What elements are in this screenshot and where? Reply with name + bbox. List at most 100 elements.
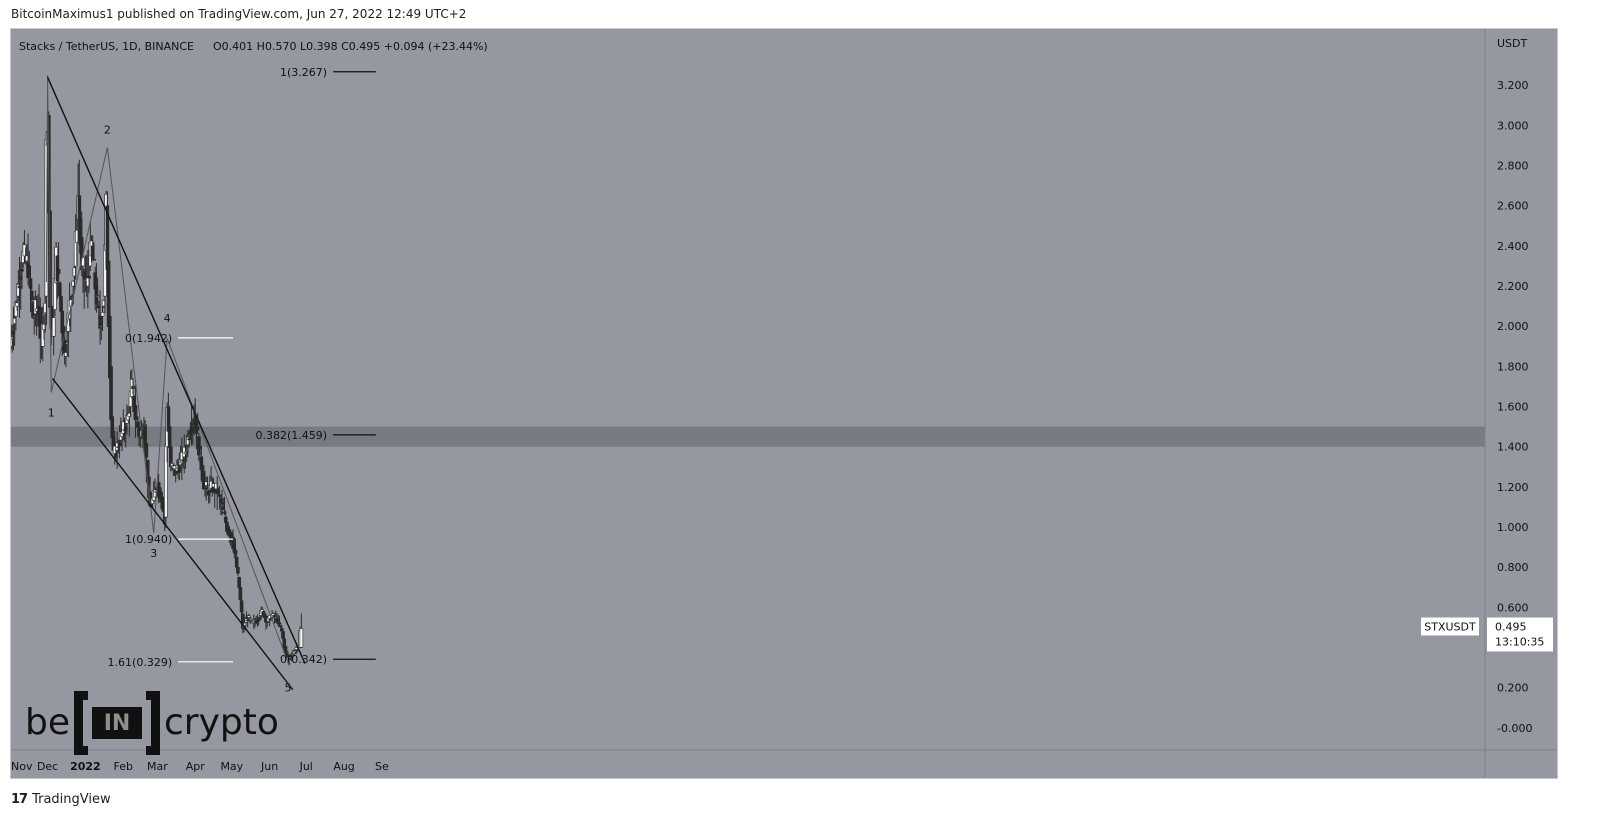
candle-body bbox=[187, 438, 191, 441]
watermark-crypto: crypto bbox=[164, 702, 279, 743]
price-tick-label: 0.200 bbox=[1497, 682, 1529, 695]
candle-body bbox=[238, 587, 243, 600]
price-tick-label: 0.600 bbox=[1497, 601, 1529, 614]
ohlc-value: 0.495 bbox=[349, 40, 384, 53]
ohlc-value: 0.398 bbox=[306, 40, 341, 53]
candle-body bbox=[283, 645, 288, 653]
time-tick-label: Apr bbox=[186, 760, 206, 773]
wave-label: 3 bbox=[150, 547, 157, 560]
price-tick-label: 3.000 bbox=[1497, 119, 1529, 132]
price-tick-label: 2.200 bbox=[1497, 280, 1529, 293]
time-tick-label: Nov bbox=[11, 760, 33, 773]
ohlc-value: 0.570 bbox=[265, 40, 300, 53]
fib-level-label: 1(3.267) bbox=[280, 66, 327, 79]
candle-body bbox=[15, 302, 19, 307]
time-tick-label: Se bbox=[375, 760, 389, 773]
candle-body bbox=[92, 258, 96, 261]
fib-level-label: 0(0.342) bbox=[280, 653, 327, 666]
price-tick-label: 1.600 bbox=[1497, 401, 1529, 414]
ohlc-key: O bbox=[213, 40, 222, 53]
tradingview-footer[interactable]: 17 TradingView bbox=[11, 792, 111, 807]
last-price-box bbox=[1487, 617, 1553, 652]
time-tick-label: Dec bbox=[37, 760, 58, 773]
time-tick-label: Mar bbox=[147, 760, 168, 773]
candle-body bbox=[239, 600, 244, 613]
ohlc-change: +0.094 (+23.44%) bbox=[384, 40, 488, 53]
price-tick-label: 2.800 bbox=[1497, 160, 1529, 173]
tradingview-logo-icon: 17 bbox=[11, 792, 28, 807]
price-tick-label: 0.800 bbox=[1497, 561, 1529, 574]
time-tick-label: Jun bbox=[260, 760, 278, 773]
time-tick-label: Jul bbox=[299, 760, 313, 773]
price-tick-label: 1.000 bbox=[1497, 521, 1529, 534]
resistance-zone bbox=[11, 426, 1485, 447]
wave-label: 4 bbox=[164, 312, 171, 325]
price-tick-label: -0.000 bbox=[1497, 722, 1532, 735]
price-tick-label: 2.000 bbox=[1497, 320, 1529, 333]
candle-body bbox=[51, 317, 56, 337]
candle-body bbox=[236, 566, 240, 574]
symbol-tag: STXUSDT bbox=[1424, 620, 1476, 633]
candle-body bbox=[243, 622, 248, 626]
candle-body bbox=[197, 436, 201, 456]
price-tick-label: 2.600 bbox=[1497, 200, 1529, 213]
wedge-resistance-line bbox=[46, 76, 306, 664]
candle-body bbox=[87, 275, 91, 279]
candle-body bbox=[195, 426, 200, 431]
price-tick-label: 1.800 bbox=[1497, 360, 1529, 373]
ohlc-legend: O0.401 H0.570 L0.398 C0.495 +0.094 (+23.… bbox=[213, 40, 488, 53]
fib-level-label: 1.61(0.329) bbox=[108, 656, 173, 669]
last-price: 0.495 bbox=[1495, 620, 1527, 633]
watermark-bracket-logo: IN bbox=[74, 691, 160, 755]
symbol-legend: Stacks / TetherUS, 1D, BINANCE bbox=[19, 40, 194, 53]
ohlc-key: C bbox=[341, 40, 349, 53]
last-candle-body bbox=[299, 628, 304, 648]
price-tick-label: 2.400 bbox=[1497, 240, 1529, 253]
time-axis-background bbox=[11, 750, 1557, 778]
elliott-wave-path bbox=[45, 75, 290, 666]
fib-level-label: 0(1.942) bbox=[125, 332, 172, 345]
time-tick-label: Feb bbox=[113, 760, 132, 773]
candle-body bbox=[281, 631, 285, 639]
wave-label: 2 bbox=[104, 123, 111, 136]
candle-body bbox=[28, 278, 33, 289]
candle-body bbox=[245, 619, 250, 622]
wave-label: 5 bbox=[284, 682, 291, 695]
price-tick-label: 3.200 bbox=[1497, 79, 1529, 92]
candle-body bbox=[20, 269, 24, 272]
fib-level-label: 1(0.940) bbox=[125, 533, 172, 546]
time-tick-label: Aug bbox=[333, 760, 354, 773]
candle-body bbox=[144, 443, 149, 458]
candle-body bbox=[95, 295, 100, 297]
publish-attribution: BitcoinMaximus1 published on TradingView… bbox=[11, 7, 467, 21]
tradingview-footer-text: TradingView bbox=[32, 792, 111, 807]
ohlc-key: H bbox=[257, 40, 265, 53]
price-axis-unit: USDT bbox=[1497, 37, 1528, 50]
time-tick-label: May bbox=[220, 760, 243, 773]
ohlc-value: 0.401 bbox=[222, 40, 257, 53]
candle-body bbox=[134, 416, 139, 420]
ohlc-key: L bbox=[300, 40, 307, 53]
candle-body bbox=[100, 312, 105, 317]
wedge-support-line bbox=[51, 378, 294, 691]
candle-body bbox=[177, 466, 182, 473]
bar-countdown: 13:10:35 bbox=[1495, 635, 1544, 648]
candle-body bbox=[277, 622, 282, 625]
wave-label: 1 bbox=[48, 407, 55, 420]
chart-canvas[interactable]: 0(1.942) 1(0.940) 1.61(0.329) 1(3.267) 0.382… bbox=[11, 29, 1557, 778]
plot-background bbox=[11, 29, 1485, 750]
time-tick-label: 2022 bbox=[70, 760, 101, 773]
fib-level-label: 0.382(1.459) bbox=[256, 429, 328, 442]
beincrypto-watermark: be IN crypto bbox=[25, 689, 279, 757]
symbol-tag-box bbox=[1421, 617, 1479, 636]
candle-body bbox=[249, 618, 254, 621]
chart-panel[interactable]: 0(1.942) 1(0.940) 1.61(0.329) 1(3.267) 0.382… bbox=[10, 28, 1558, 779]
price-axis-background bbox=[1485, 29, 1557, 778]
candle-body bbox=[131, 386, 135, 389]
watermark-in: IN bbox=[92, 707, 142, 739]
watermark-be: be bbox=[25, 702, 70, 743]
price-tick-label: 1.400 bbox=[1497, 441, 1529, 454]
candle-body bbox=[56, 269, 61, 274]
price-tick-label: 1.200 bbox=[1497, 481, 1529, 494]
candle-body bbox=[29, 290, 34, 300]
